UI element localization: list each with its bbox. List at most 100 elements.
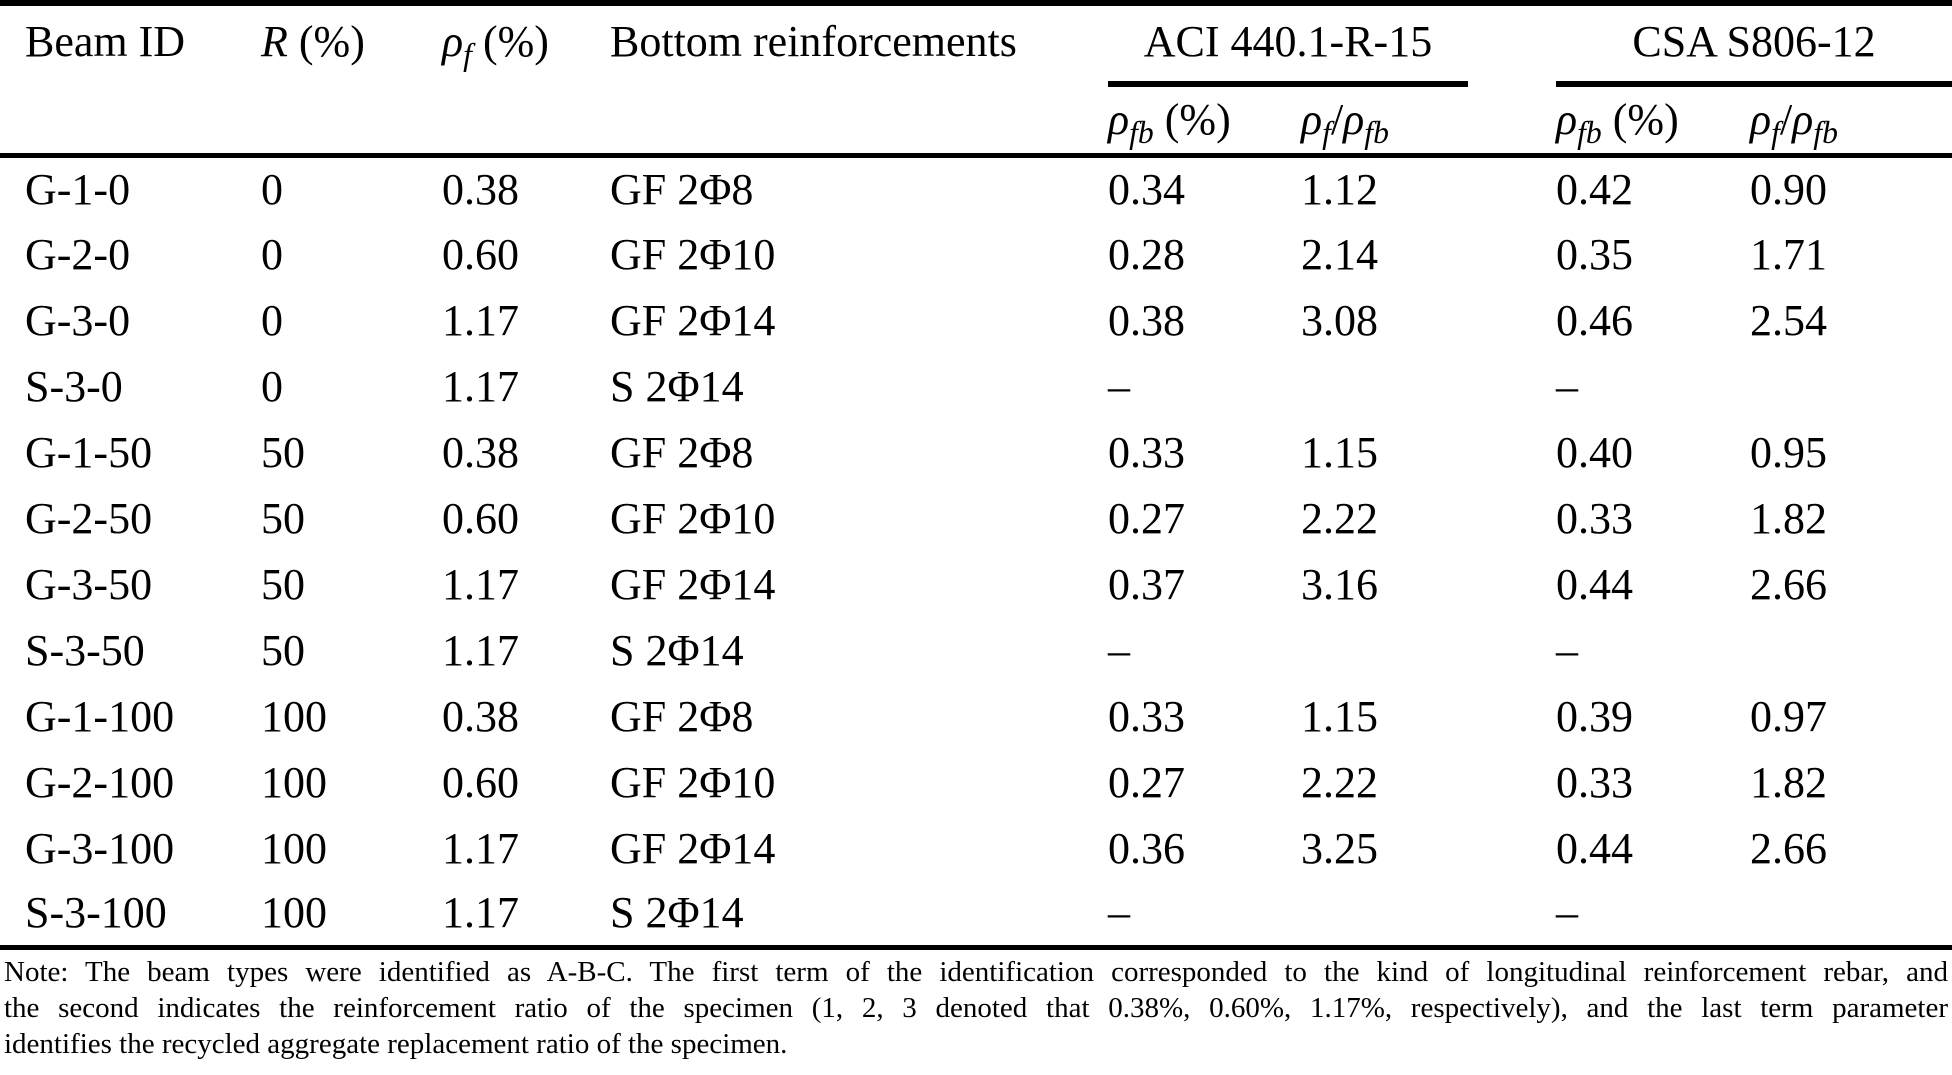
cell-beam-id: S-3-50: [25, 625, 145, 675]
cell-aci-rho-fb: 0.38: [1108, 295, 1185, 345]
cell-aci-rho-fb: –: [1083, 881, 1276, 950]
csa-group-underline: [1556, 81, 1952, 87]
cell-rho-f: 1.17: [442, 361, 519, 411]
group-header-aci-label: ACI 440.1-R-15: [1143, 17, 1433, 66]
header-row-groups: Beam ID R (%) ρf (%) Bottom reinforcemen…: [0, 3, 1952, 158]
cell-aci-rho-fb: 0.36: [1108, 823, 1185, 873]
aci-group-underline: [1108, 81, 1468, 87]
cell-rho-f: 0.38: [442, 691, 519, 741]
cell-csa-ratio: 2.66: [1750, 559, 1827, 609]
cell-rho-f: 1.17: [442, 823, 519, 873]
cell-csa-rho-fb: 0.46: [1556, 295, 1633, 345]
cell-aci-rho-fb: 0.27: [1108, 757, 1185, 807]
cell-r-percent: 0: [261, 229, 283, 279]
cell-aci-ratio: 2.22: [1301, 757, 1378, 807]
cell-bottom-reinforcement: GF 2Φ8: [610, 427, 754, 477]
cell-rho-f: 1.17: [442, 559, 519, 609]
cell-r-percent: 0: [261, 164, 283, 214]
cell-csa-rho-fb: 0.42: [1556, 164, 1633, 214]
cell-csa-ratio: 0.90: [1750, 164, 1827, 214]
cell-aci-ratio: 2.14: [1301, 229, 1378, 279]
cell-csa-ratio: 1.71: [1750, 229, 1827, 279]
cell-rho-f: 1.17: [442, 625, 519, 675]
cell-rho-f: 1.17: [442, 295, 519, 345]
cell-bottom-reinforcement: GF 2Φ8: [610, 691, 754, 741]
table-row: S-3-0 0 1.17 S 2Φ14 – –: [0, 353, 1952, 419]
cell-csa-rho-fb: –: [1531, 881, 1725, 950]
cell-beam-id: G-3-50: [25, 559, 153, 609]
cell-aci-ratio: 1.15: [1301, 427, 1378, 477]
table-note-line: identifies the recycled aggregate replac…: [4, 1027, 788, 1060]
cell-csa-rho-fb: 0.44: [1556, 559, 1633, 609]
table-row: G-2-100 100 0.60 GF 2Φ10 0.27 2.22 0.33 …: [0, 749, 1952, 815]
cell-spacer: [1468, 221, 1531, 287]
reinforcement-table: Beam ID R (%) ρf (%) Bottom reinforcemen…: [0, 0, 1952, 950]
cell-aci-ratio: 1.12: [1301, 164, 1378, 214]
cell-spacer: [1468, 749, 1531, 815]
cell-spacer: [1468, 287, 1531, 353]
cell-csa-rho-fb: –: [1556, 625, 1578, 675]
cell-bottom-reinforcement: GF 2Φ14: [610, 823, 776, 873]
cell-aci-rho-fb: 0.28: [1108, 229, 1185, 279]
cell-beam-id: G-2-50: [25, 493, 153, 543]
cell-spacer: [1468, 419, 1531, 485]
cell-csa-rho-fb: 0.39: [1556, 691, 1633, 741]
cell-rho-f: 0.60: [442, 493, 519, 543]
table-row: G-1-50 50 0.38 GF 2Φ8 0.33 1.15 0.40 0.9…: [0, 419, 1952, 485]
cell-spacer: [1468, 617, 1531, 683]
cell-aci-ratio: 3.16: [1301, 559, 1378, 609]
subcolumn-header-csa-ratio: ρf/ρfb: [1725, 87, 1952, 158]
cell-csa-ratio: [1725, 353, 1952, 419]
cell-bottom-reinforcement: GF 2Φ14: [610, 295, 776, 345]
table-row: S-3-100 100 1.17 S 2Φ14 – –: [0, 881, 1952, 950]
table-row: S-3-50 50 1.17 S 2Φ14 – –: [0, 617, 1952, 683]
cell-rho-f: 1.17: [417, 881, 585, 950]
cell-csa-ratio: 2.54: [1750, 295, 1827, 345]
cell-aci-rho-fb: 0.37: [1108, 559, 1185, 609]
cell-csa-rho-fb: 0.40: [1556, 427, 1633, 477]
cell-csa-ratio: 0.95: [1750, 427, 1827, 477]
cell-spacer: [1468, 683, 1531, 749]
cell-csa-ratio: [1725, 881, 1952, 950]
cell-r-percent: 50: [261, 559, 305, 609]
cell-csa-rho-fb: 0.33: [1556, 757, 1633, 807]
cell-bottom-reinforcement: S 2Φ14: [610, 625, 744, 675]
cell-spacer: [1468, 353, 1531, 419]
cell-r-percent: 100: [236, 881, 417, 950]
cell-bottom-reinforcement: S 2Φ14: [585, 881, 1083, 950]
cell-aci-ratio: 3.25: [1301, 823, 1378, 873]
cell-r-percent: 0: [261, 295, 283, 345]
cell-csa-ratio: 1.82: [1750, 757, 1827, 807]
group-header-aci-440-1-r-15: ACI 440.1-R-15: [1083, 3, 1468, 87]
column-header-rho-f: ρf (%): [417, 3, 585, 158]
cell-aci-ratio: [1276, 617, 1468, 683]
cell-csa-rho-fb: 0.33: [1556, 493, 1633, 543]
cell-csa-rho-fb: –: [1556, 361, 1578, 411]
table-row: G-1-100 100 0.38 GF 2Φ8 0.33 1.15 0.39 0…: [0, 683, 1952, 749]
cell-spacer: [1468, 551, 1531, 617]
subcolumn-header-aci-ratio: ρf/ρfb: [1276, 87, 1468, 158]
cell-beam-id: G-2-0: [25, 229, 131, 279]
cell-spacer: [1468, 485, 1531, 551]
table-row: G-3-0 0 1.17 GF 2Φ14 0.38 3.08 0.46 2.54: [0, 287, 1952, 353]
cell-aci-ratio: 3.08: [1301, 295, 1378, 345]
cell-aci-ratio: [1276, 353, 1468, 419]
table-note: Note: The beam types were identified as …: [0, 954, 1952, 1062]
table-note-line: the second indicates the reinforcement r…: [4, 991, 1948, 1024]
cell-bottom-reinforcement: GF 2Φ10: [610, 229, 776, 279]
cell-r-percent: 100: [261, 823, 327, 873]
cell-csa-rho-fb: 0.44: [1556, 823, 1633, 873]
column-header-bottom-reinforcements: Bottom reinforcements: [585, 3, 1083, 158]
table-row: G-3-100 100 1.17 GF 2Φ14 0.36 3.25 0.44 …: [0, 815, 1952, 881]
cell-csa-rho-fb: 0.35: [1556, 229, 1633, 279]
cell-rho-f: 0.60: [442, 757, 519, 807]
table-row: G-2-0 0 0.60 GF 2Φ10 0.28 2.14 0.35 1.71: [0, 221, 1952, 287]
cell-r-percent: 50: [261, 427, 305, 477]
cell-bottom-reinforcement: GF 2Φ10: [610, 493, 776, 543]
cell-aci-ratio: 1.15: [1301, 691, 1378, 741]
table-header: Beam ID R (%) ρf (%) Bottom reinforcemen…: [0, 3, 1952, 158]
cell-r-percent: 100: [261, 757, 327, 807]
cell-rho-f: 0.38: [442, 164, 519, 214]
header-row-subcolumns: ρfb (%) ρf/ρfb ρfb (%) ρf/ρfb: [0, 87, 1952, 158]
